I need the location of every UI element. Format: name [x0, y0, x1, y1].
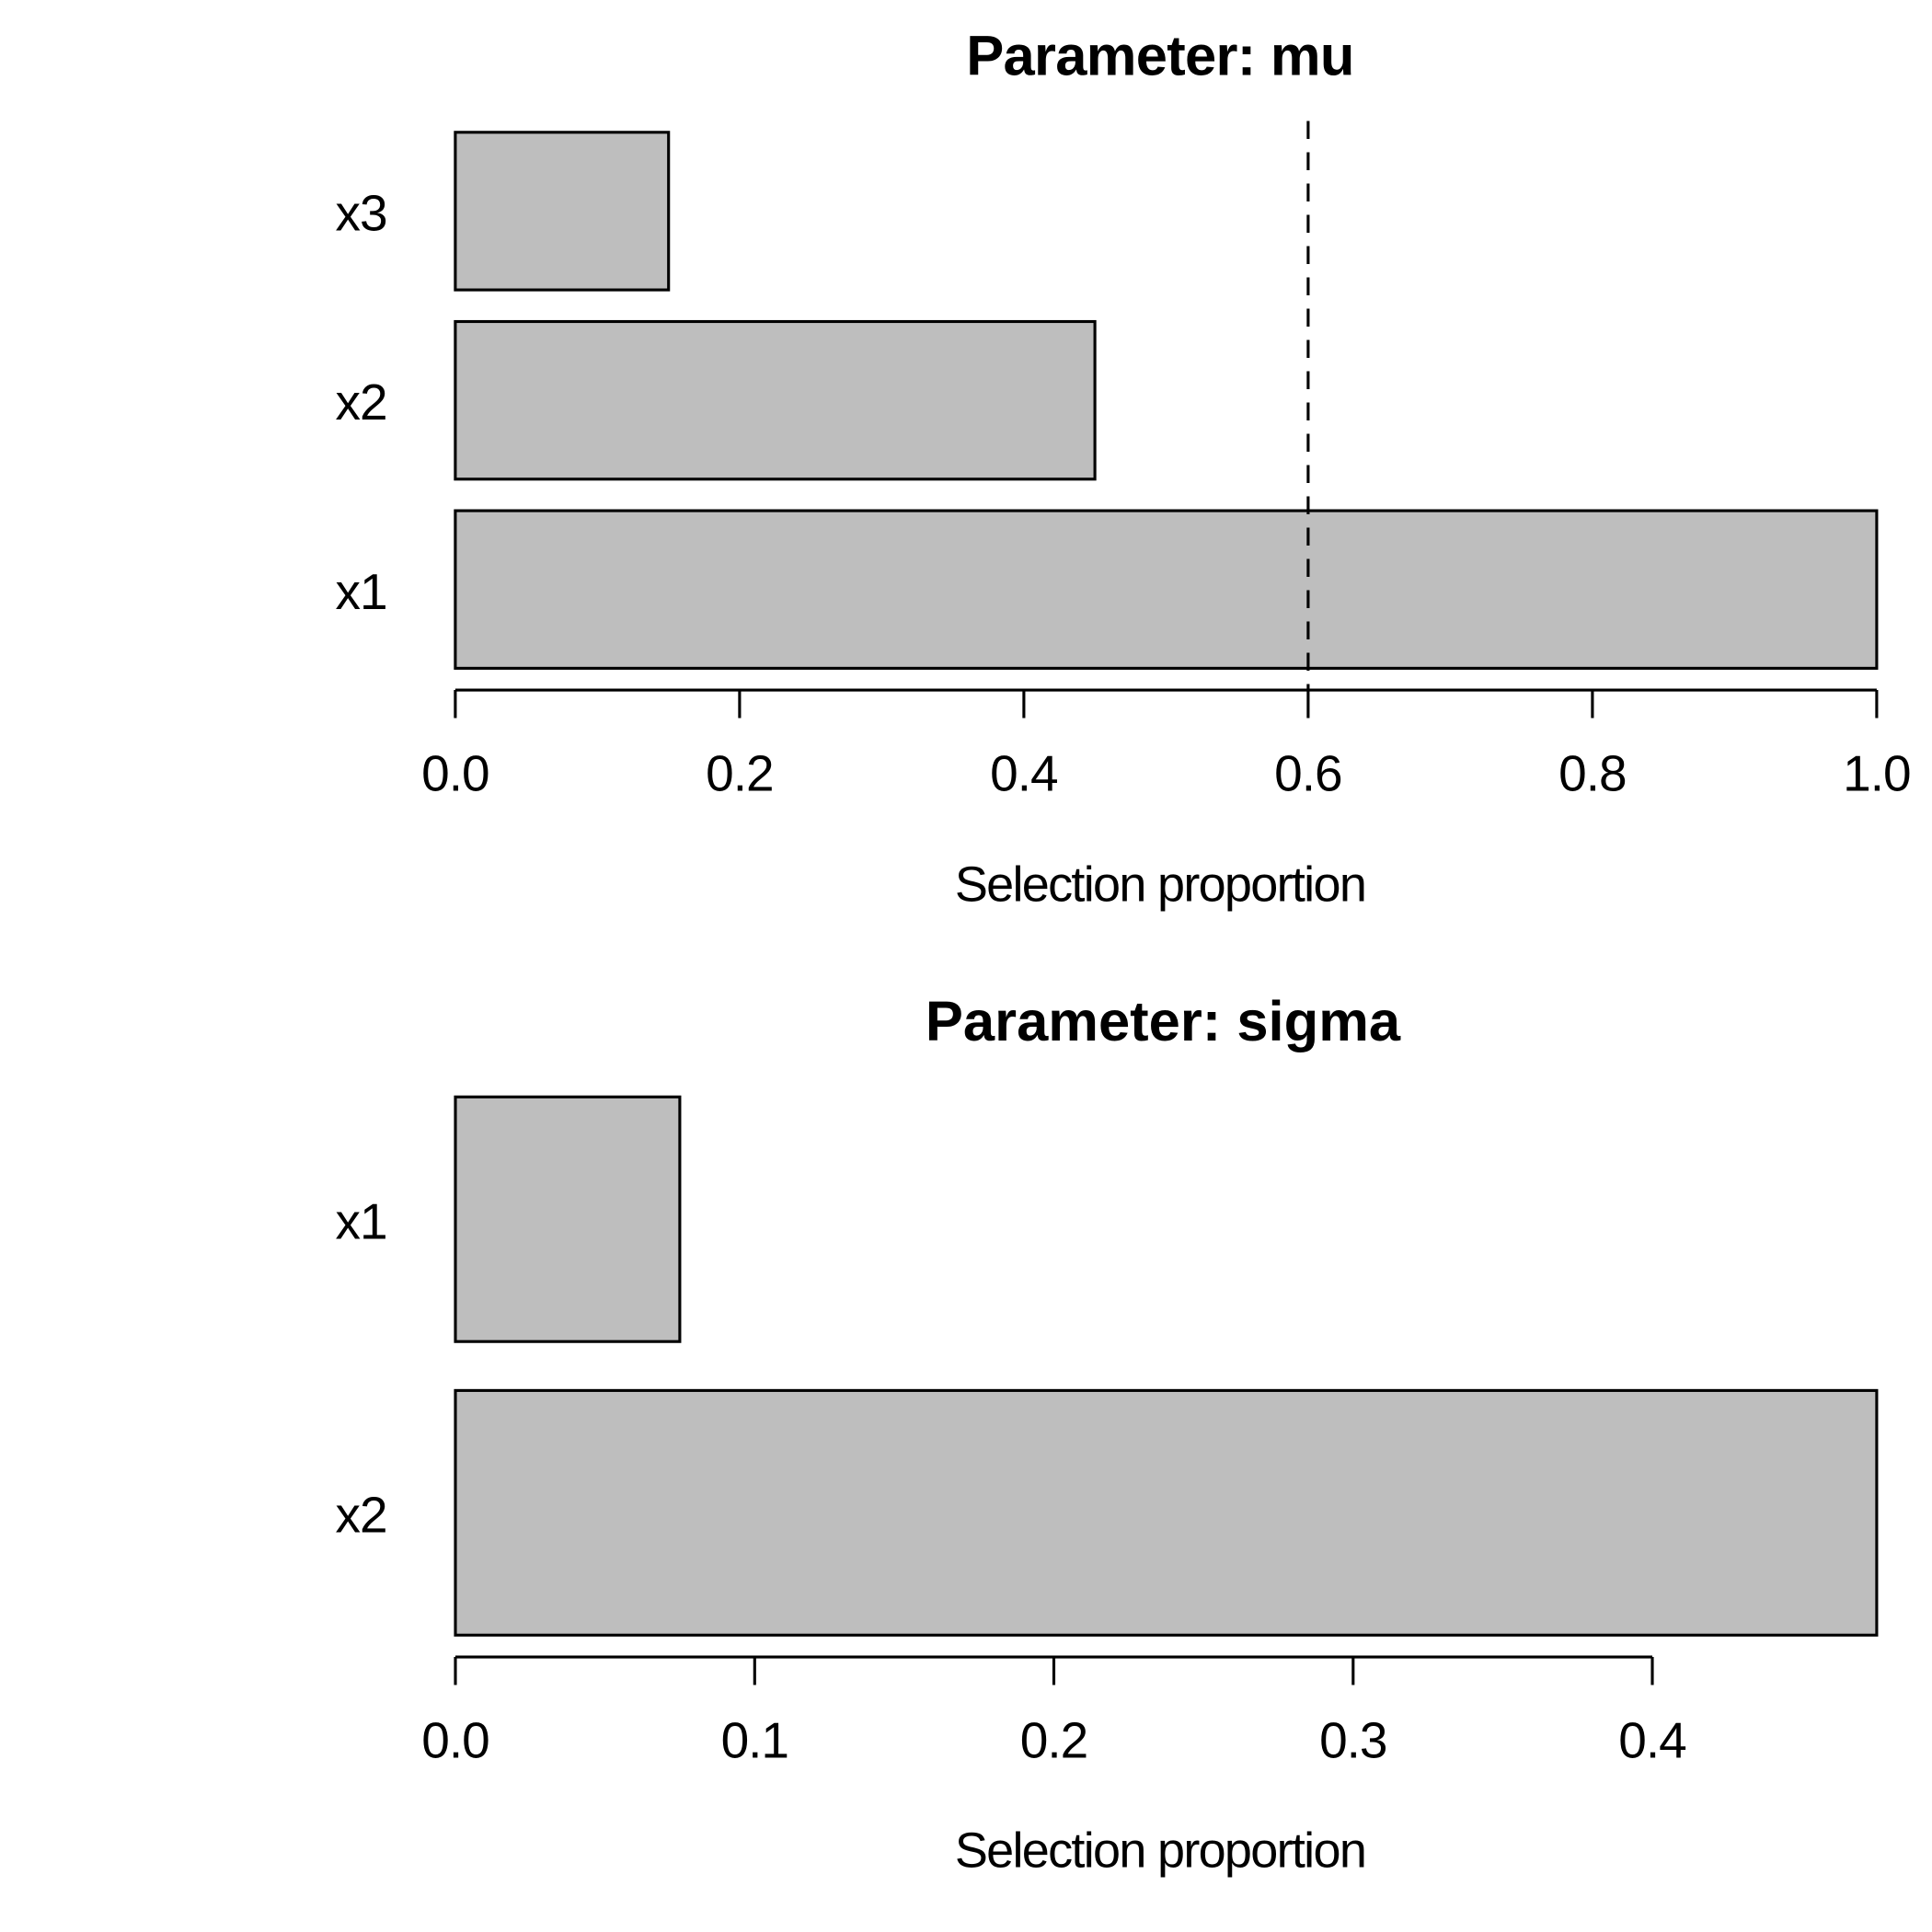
svg-text:0.0: 0.0 — [421, 745, 489, 802]
svg-text:x1: x1 — [335, 563, 386, 620]
svg-text:0.8: 0.8 — [1558, 745, 1626, 802]
svg-text:Parameter: sigma: Parameter: sigma — [926, 990, 1401, 1053]
svg-text:x1: x1 — [335, 1192, 386, 1249]
svg-text:0.3: 0.3 — [1319, 1712, 1386, 1769]
svg-text:x2: x2 — [335, 374, 386, 431]
svg-text:0.6: 0.6 — [1274, 745, 1341, 802]
svg-text:0.0: 0.0 — [421, 1712, 489, 1769]
svg-text:Parameter: mu: Parameter: mu — [966, 25, 1354, 88]
svg-text:0.2: 0.2 — [1020, 1712, 1087, 1769]
svg-text:0.2: 0.2 — [706, 745, 773, 802]
svg-text:0.1: 0.1 — [721, 1712, 788, 1769]
svg-text:x3: x3 — [335, 184, 386, 241]
svg-text:Selection proportion: Selection proportion — [955, 857, 1365, 913]
svg-text:x2: x2 — [335, 1486, 386, 1543]
svg-text:1.0: 1.0 — [1843, 745, 1910, 802]
svg-text:0.4: 0.4 — [990, 745, 1057, 802]
svg-text:0.4: 0.4 — [1618, 1712, 1685, 1769]
svg-text:Selection proportion: Selection proportion — [955, 1823, 1365, 1879]
